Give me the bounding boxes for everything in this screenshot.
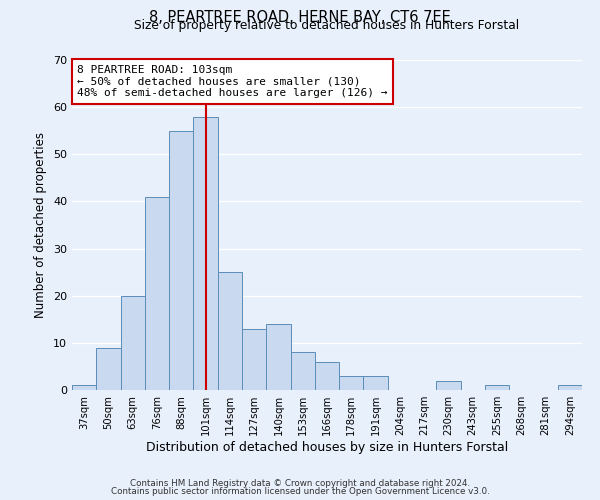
Text: 8, PEARTREE ROAD, HERNE BAY, CT6 7EE: 8, PEARTREE ROAD, HERNE BAY, CT6 7EE [149, 10, 451, 25]
Bar [558, 386, 582, 390]
Bar [121, 296, 145, 390]
Bar [96, 348, 121, 390]
Text: 8 PEARTREE ROAD: 103sqm
← 50% of detached houses are smaller (130)
48% of semi-d: 8 PEARTREE ROAD: 103sqm ← 50% of detache… [77, 65, 388, 98]
Bar [485, 386, 509, 390]
Bar [242, 328, 266, 390]
Bar [72, 386, 96, 390]
Bar [193, 116, 218, 390]
Bar [266, 324, 290, 390]
Bar [315, 362, 339, 390]
Bar [290, 352, 315, 390]
Bar [436, 380, 461, 390]
Bar [145, 196, 169, 390]
X-axis label: Distribution of detached houses by size in Hunters Forstal: Distribution of detached houses by size … [146, 441, 508, 454]
Title: Size of property relative to detached houses in Hunters Forstal: Size of property relative to detached ho… [134, 20, 520, 32]
Y-axis label: Number of detached properties: Number of detached properties [34, 132, 47, 318]
Text: Contains public sector information licensed under the Open Government Licence v3: Contains public sector information licen… [110, 487, 490, 496]
Bar [169, 130, 193, 390]
Bar [364, 376, 388, 390]
Bar [339, 376, 364, 390]
Text: Contains HM Land Registry data © Crown copyright and database right 2024.: Contains HM Land Registry data © Crown c… [130, 478, 470, 488]
Bar [218, 272, 242, 390]
